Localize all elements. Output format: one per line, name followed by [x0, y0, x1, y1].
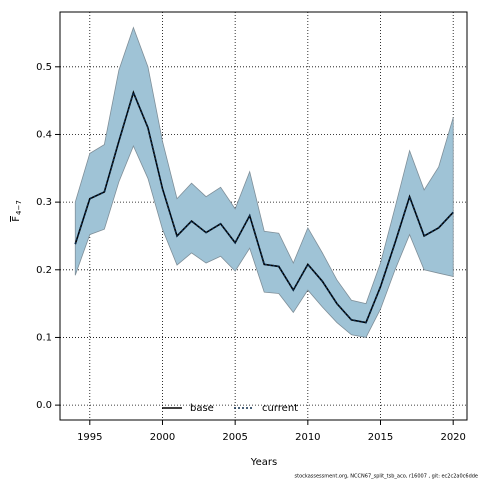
y-label-main: F — [11, 216, 22, 222]
x-tick-label: 2010 — [295, 432, 320, 443]
y-axis-label: F 4−7 — [11, 200, 23, 222]
y-tick-label: 0.3 — [36, 197, 52, 208]
x-axis-label: Years — [250, 457, 277, 468]
y-tick-label: 0.5 — [36, 62, 52, 73]
y-label-sub: 4−7 — [15, 200, 23, 215]
legend-label: base — [190, 403, 214, 414]
x-tick-label: 2000 — [150, 432, 175, 443]
x-tick-label: 2015 — [368, 432, 393, 443]
x-tick-label: 1995 — [77, 432, 102, 443]
y-tick-label: 0.4 — [36, 129, 52, 140]
y-tick-label: 0.1 — [36, 332, 52, 343]
legend-label: current — [262, 403, 298, 414]
plot-frame — [59, 11, 468, 421]
footnote: stockassessment.org, NCCN67_split_tsb_ac… — [295, 474, 478, 480]
y-tick-label: 0.0 — [36, 400, 52, 411]
y-tick-label: 0.2 — [36, 265, 52, 276]
x-tick-label: 2005 — [222, 432, 247, 443]
confidence-band — [74, 26, 454, 338]
x-tick-label: 2020 — [440, 432, 465, 443]
series-line — [74, 90, 454, 324]
